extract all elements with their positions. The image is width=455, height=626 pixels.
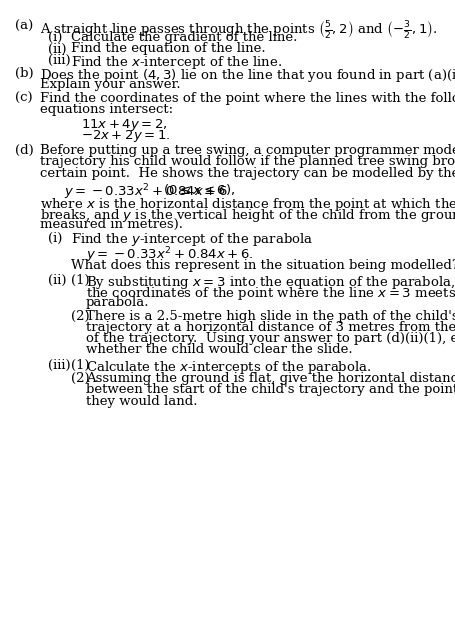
Text: Does the point $(4, 3)$ lie on the line that you found in part (a)(ii)?: Does the point $(4, 3)$ lie on the line …	[40, 67, 455, 84]
Text: $11x + 4y = 2,$: $11x + 4y = 2,$	[81, 116, 167, 133]
Text: Find the $y$-intercept of the parabola: Find the $y$-intercept of the parabola	[71, 232, 313, 249]
Text: measured in metres).: measured in metres).	[40, 218, 182, 231]
Text: Calculate the gradient of the line.: Calculate the gradient of the line.	[71, 31, 297, 44]
Text: (1): (1)	[71, 274, 90, 287]
Text: where $x$ is the horizontal distance from the point at which the swing: where $x$ is the horizontal distance fro…	[40, 196, 455, 213]
Text: (c): (c)	[15, 92, 33, 105]
Text: $y = -0.33x^2 + 0.84x + 6$: $y = -0.33x^2 + 0.84x + 6$	[64, 182, 228, 202]
Text: A straight line passes through the points $\left(\frac{5}{2}, 2\right)$ and $\le: A straight line passes through the point…	[40, 19, 436, 41]
Text: (ii): (ii)	[48, 274, 66, 287]
Text: Find the coordinates of the point where the lines with the following: Find the coordinates of the point where …	[40, 92, 455, 105]
Text: (2): (2)	[71, 372, 90, 385]
Text: equations intersect:: equations intersect:	[40, 103, 172, 116]
Text: (i): (i)	[48, 31, 62, 44]
Text: whether the child would clear the slide.: whether the child would clear the slide.	[86, 343, 352, 356]
Text: between the start of the child's trajectory and the point where: between the start of the child's traject…	[86, 383, 455, 396]
Text: What does this represent in the situation being modelled?: What does this represent in the situatio…	[71, 259, 455, 272]
Text: of the trajectory.  Using your answer to part (d)(ii)(1), explain: of the trajectory. Using your answer to …	[86, 332, 455, 345]
Text: (b): (b)	[15, 67, 34, 80]
Text: (i): (i)	[48, 232, 62, 245]
Text: $-2x + 2y = 1.$: $-2x + 2y = 1.$	[81, 128, 170, 144]
Text: There is a 2.5-metre high slide in the path of the child's: There is a 2.5-metre high slide in the p…	[86, 310, 455, 323]
Text: Before putting up a tree swing, a computer programmer models the: Before putting up a tree swing, a comput…	[40, 145, 455, 157]
Text: Find the $x$-intercept of the line.: Find the $x$-intercept of the line.	[71, 54, 282, 71]
Text: (iii): (iii)	[48, 359, 71, 372]
Text: Assuming the ground is flat, give the horizontal distance: Assuming the ground is flat, give the ho…	[86, 372, 455, 385]
Text: Explain your answer.: Explain your answer.	[40, 78, 180, 91]
Text: breaks, and $y$ is the vertical height of the child from the ground (both: breaks, and $y$ is the vertical height o…	[40, 207, 455, 223]
Text: (ii): (ii)	[48, 43, 66, 56]
Text: By substituting $x = 3$ into the equation of the parabola, find: By substituting $x = 3$ into the equatio…	[86, 274, 455, 291]
Text: certain point.  He shows the trajectory can be modelled by the equation: certain point. He shows the trajectory c…	[40, 167, 455, 180]
Text: (d): (d)	[15, 145, 34, 157]
Text: (1): (1)	[71, 359, 90, 372]
Text: (a): (a)	[15, 19, 33, 33]
Text: Find the equation of the line.: Find the equation of the line.	[71, 43, 265, 56]
Text: they would land.: they would land.	[86, 394, 197, 408]
Text: $y = -0.33x^2 + 0.84x + 6.$: $y = -0.33x^2 + 0.84x + 6.$	[86, 245, 253, 265]
Text: trajectory his child would follow if the planned tree swing broke at a: trajectory his child would follow if the…	[40, 155, 455, 168]
Text: the coordinates of the point where the line $x = 3$ meets the: the coordinates of the point where the l…	[86, 285, 455, 302]
Text: trajectory at a horizontal distance of 3 metres from the start: trajectory at a horizontal distance of 3…	[86, 321, 455, 334]
Text: $(0 \leq x \leq 6),$: $(0 \leq x \leq 6),$	[162, 182, 234, 197]
Text: (2): (2)	[71, 310, 90, 323]
Text: (iii): (iii)	[48, 54, 71, 66]
Text: parabola.: parabola.	[86, 296, 149, 309]
Text: Calculate the $x$-intercepts of the parabola.: Calculate the $x$-intercepts of the para…	[86, 359, 371, 376]
